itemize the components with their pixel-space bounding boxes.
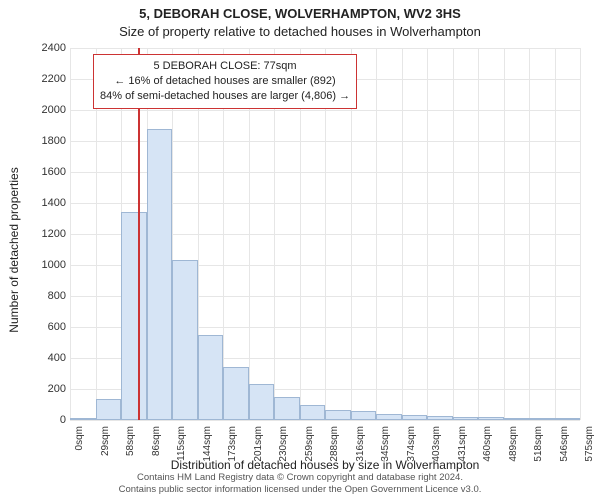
grid-line-v [529, 48, 530, 420]
histogram-bar [504, 418, 530, 420]
x-tick-label: 259sqm [304, 426, 315, 466]
footer-line-2: Contains public sector information licen… [119, 484, 482, 495]
x-tick-label: 144sqm [202, 426, 213, 466]
y-tick-label: 400 [34, 352, 66, 364]
histogram-bar [376, 414, 402, 420]
x-tick-label: 58sqm [125, 426, 136, 466]
grid-line-v [376, 48, 377, 420]
info-box-line: ← 16% of detached houses are smaller (89… [100, 74, 350, 89]
footer-attribution: Contains HM Land Registry data © Crown c… [0, 472, 600, 496]
grid-line-v [70, 48, 71, 420]
plot-area: 5 DEBORAH CLOSE: 77sqm← 16% of detached … [70, 48, 580, 420]
x-tick-label: 518sqm [533, 426, 544, 466]
x-tick-label: 29sqm [100, 426, 111, 466]
x-axis-label: Distribution of detached houses by size … [70, 458, 580, 472]
grid-line-h [70, 420, 580, 421]
histogram-bar [223, 367, 249, 420]
y-tick-label: 1200 [34, 228, 66, 240]
histogram-bar [325, 410, 351, 420]
x-tick-label: 431sqm [457, 426, 468, 466]
histogram-bar [172, 260, 198, 420]
property-info-box: 5 DEBORAH CLOSE: 77sqm← 16% of detached … [93, 54, 357, 109]
y-tick-label: 200 [34, 383, 66, 395]
histogram-bar [96, 399, 122, 420]
chart-title-line-2: Size of property relative to detached ho… [0, 24, 600, 39]
histogram-bar [478, 417, 504, 420]
histogram-bar [529, 418, 555, 420]
x-tick-label: 201sqm [253, 426, 264, 466]
grid-line-v [402, 48, 403, 420]
y-tick-label: 800 [34, 290, 66, 302]
x-tick-label: 345sqm [380, 426, 391, 466]
y-tick-label: 2400 [34, 42, 66, 54]
x-tick-label: 316sqm [355, 426, 366, 466]
histogram-bar [198, 335, 224, 420]
chart-title-line-1: 5, DEBORAH CLOSE, WOLVERHAMPTON, WV2 3HS [0, 6, 600, 21]
y-tick-label: 600 [34, 321, 66, 333]
info-box-line: 84% of semi-detached houses are larger (… [100, 89, 350, 104]
y-tick-label: 1600 [34, 166, 66, 178]
histogram-bar [121, 212, 147, 420]
x-tick-label: 115sqm [176, 426, 187, 466]
histogram-bar [555, 418, 581, 420]
y-tick-label: 2000 [34, 104, 66, 116]
footer-line-1: Contains HM Land Registry data © Crown c… [137, 472, 463, 483]
grid-line-v [427, 48, 428, 420]
y-tick-label: 1800 [34, 135, 66, 147]
grid-line-v [580, 48, 581, 420]
x-tick-label: 575sqm [584, 426, 595, 466]
info-box-line: 5 DEBORAH CLOSE: 77sqm [100, 59, 350, 74]
histogram-bar [147, 129, 173, 420]
grid-line-v [453, 48, 454, 420]
x-tick-label: 230sqm [278, 426, 289, 466]
histogram-bar [300, 405, 326, 421]
y-axis-label: Number of detached properties [7, 167, 21, 332]
histogram-bar [70, 418, 96, 420]
chart-container: 5, DEBORAH CLOSE, WOLVERHAMPTON, WV2 3HS… [0, 0, 600, 500]
y-tick-label: 0 [34, 414, 66, 426]
histogram-bar [427, 416, 453, 420]
x-tick-label: 173sqm [227, 426, 238, 466]
x-tick-label: 0sqm [74, 426, 85, 466]
y-tick-label: 1400 [34, 197, 66, 209]
x-tick-label: 403sqm [431, 426, 442, 466]
y-tick-label: 1000 [34, 259, 66, 271]
x-tick-label: 374sqm [406, 426, 417, 466]
grid-line-v [504, 48, 505, 420]
histogram-bar [453, 417, 479, 420]
x-tick-label: 460sqm [482, 426, 493, 466]
x-tick-label: 288sqm [329, 426, 340, 466]
histogram-bar [249, 384, 275, 420]
histogram-bar [351, 411, 377, 420]
x-tick-label: 546sqm [559, 426, 570, 466]
histogram-bar [402, 415, 428, 420]
grid-line-v [555, 48, 556, 420]
x-tick-label: 489sqm [508, 426, 519, 466]
grid-line-v [478, 48, 479, 420]
histogram-bar [274, 397, 300, 420]
y-tick-label: 2200 [34, 73, 66, 85]
x-tick-label: 86sqm [151, 426, 162, 466]
